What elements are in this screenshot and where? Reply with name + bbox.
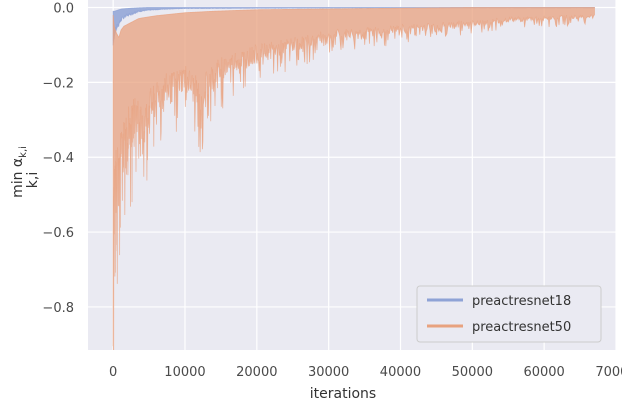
x-tick-label: 60000: [523, 365, 564, 380]
legend: preactresnet18 preactresnet50: [416, 285, 602, 343]
x-tick-label: 50000: [452, 365, 493, 380]
y-tick-label: −0.2: [42, 76, 74, 91]
y-tick-label: −0.6: [42, 226, 74, 241]
legend-label-preactresnet50: preactresnet50: [472, 320, 571, 335]
y-axis-label-under: k,i: [25, 172, 41, 188]
x-tick-label: 70000: [595, 365, 622, 380]
legend-label-preactresnet18: preactresnet18: [472, 294, 571, 309]
x-tick-label: 30000: [308, 365, 349, 380]
y-axis-label-main: min α: [10, 158, 26, 198]
series-area-preactresnet50: [112, 7, 595, 351]
y-axis-label-subscript: k,i: [18, 146, 29, 158]
y-tick-label: 0.0: [53, 1, 74, 16]
y-axis-label: min αk,i k,i: [10, 146, 41, 198]
series-layer: [112, 7, 595, 351]
y-tick-label: −0.4: [42, 151, 74, 166]
x-tick-label: 40000: [380, 365, 421, 380]
x-axis-label: iterations: [310, 386, 376, 400]
x-tick-label: 0: [109, 365, 117, 380]
x-tick-label: 20000: [236, 365, 277, 380]
series-preactresnet50: [112, 7, 595, 351]
x-ticks: 0 10000 20000 30000 40000 50000 60000 70000: [109, 365, 622, 380]
svg-text:min αk,i: min αk,i: [10, 146, 29, 198]
x-tick-label: 10000: [164, 365, 205, 380]
y-tick-label: −0.8: [42, 301, 74, 316]
y-ticks: 0.0 −0.2 −0.4 −0.6 −0.8: [42, 1, 74, 315]
